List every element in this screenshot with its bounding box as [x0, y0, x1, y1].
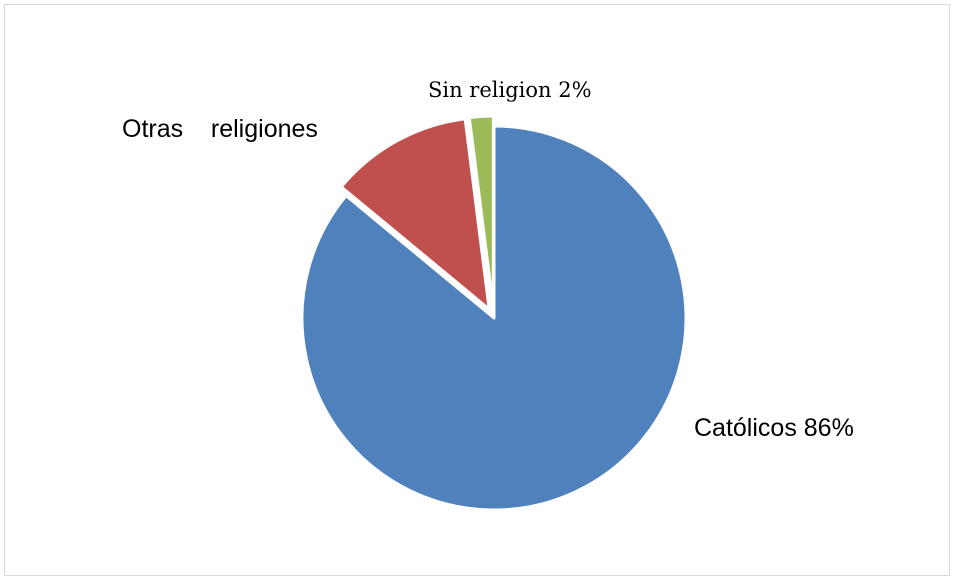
slice-label-catolicos: Católicos 86% [694, 414, 854, 442]
pie-slices [300, 114, 688, 512]
pie-slice-catolicos-86 [300, 124, 688, 512]
pie-slice-sin-religion-2 [467, 114, 495, 310]
pie-slice-otras-religiones [339, 117, 491, 311]
slice-label-otras-religiones: Otras religiones [122, 115, 318, 143]
slice-label-sin-religion: Sin religion 2% [428, 78, 592, 102]
